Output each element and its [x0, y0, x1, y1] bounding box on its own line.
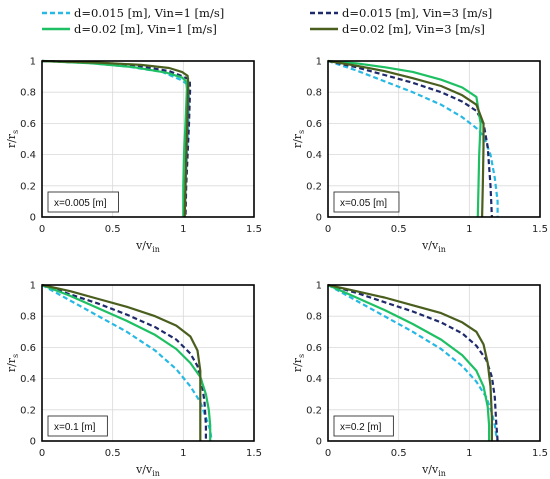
legend-item: d=0.02 [m], Vin=3 [m/s] [310, 22, 485, 36]
series-line-4 [327, 59, 485, 218]
y-tick-label: 0.6 [306, 343, 322, 354]
y-axis-label: r/rs [5, 354, 20, 372]
annotation-box [47, 415, 108, 437]
y-tick-label: 0.8 [20, 312, 36, 323]
position-annotation: x=0.1 [m] [47, 415, 108, 437]
y-tick-label: 0.4 [20, 374, 36, 385]
x-tick-label: 1 [466, 224, 472, 235]
y-tick-label: 0.6 [20, 343, 36, 354]
y-tick-label: 0 [316, 437, 322, 448]
y-tick-label: 0.8 [20, 88, 36, 99]
x-tick-label: 1.5 [532, 448, 548, 459]
series-line-1 [327, 59, 499, 217]
annotation-box [333, 415, 394, 437]
annotation-label: x=0.05 [m] [340, 198, 387, 209]
legend-item: d=0.02 [m], Vin=1 [m/s] [42, 22, 217, 36]
x-tick-label: 0.5 [105, 448, 121, 459]
x-tick-label: 0 [325, 448, 331, 459]
series-line-4 [41, 283, 202, 441]
x-tick-label: 0 [39, 224, 45, 235]
legend: d=0.015 [m], Vin=1 [m/s] d=0.015 [m], Vin… [42, 6, 492, 36]
annotation-label: x=0.005 [m] [54, 198, 107, 209]
position-annotation: x=0.05 [m] [333, 191, 400, 213]
x-axis-label: v/vin [421, 239, 446, 254]
y-tick-label: 0 [30, 437, 36, 448]
x-tick-label: 1 [180, 224, 186, 235]
series-line-1 [327, 284, 499, 442]
x-tick-label: 1.5 [532, 224, 548, 235]
series-line-3 [327, 283, 491, 441]
legend-label: d=0.02 [m], Vin=3 [m/s] [342, 22, 485, 36]
y-tick-label: 1 [316, 57, 322, 68]
chart-panel-3: 0 0.5 1 1.5 0 0.2 0.4 0.6 0.8 1 v/vin r/rs x=0.1 [m] [5, 281, 262, 479]
x-axis-label: v/vin [421, 463, 446, 478]
annotation-box [333, 191, 400, 213]
y-tick-label: 0 [316, 213, 322, 224]
y-axis-label: r/rs [5, 130, 20, 148]
annotation-label: x=0.2 [m] [340, 422, 382, 433]
y-tick-label: 0 [30, 213, 36, 224]
y-tick-label: 1 [316, 281, 322, 292]
plot-frame [327, 60, 541, 218]
series-line-4 [327, 283, 493, 441]
series-line-3 [41, 59, 188, 217]
series-line-1 [41, 284, 213, 442]
chart-panel-1: 0 0.5 1 1.5 0 0.2 0.4 0.6 0.8 1 v/vin r/rs x=0.005 [… [5, 57, 262, 255]
series-line-4 [41, 59, 190, 218]
x-tick-label: 1.5 [246, 448, 262, 459]
y-axis-label: r/rs [291, 354, 306, 372]
legend-label: d=0.015 [m], Vin=3 [m/s] [342, 6, 492, 20]
position-annotation: x=0.2 [m] [333, 415, 394, 437]
y-tick-label: 0.8 [306, 312, 322, 323]
plot-frame [327, 284, 541, 442]
y-tick-label: 0.4 [20, 150, 36, 161]
y-tick-label: 0.2 [20, 181, 36, 192]
annotation-box [47, 191, 119, 213]
x-axis-label: v/vin [135, 239, 160, 254]
series-line-3 [327, 59, 482, 218]
y-tick-label: 1 [30, 281, 36, 292]
panels: 0 0.5 1 1.5 0 0.2 0.4 0.6 0.8 1 v/vin r/rs x=0.005 [… [5, 57, 548, 479]
series-line-2 [41, 59, 192, 218]
x-tick-label: 0.5 [391, 448, 407, 459]
y-tick-label: 0.6 [306, 119, 322, 130]
y-tick-label: 1 [30, 57, 36, 68]
plot-frame [41, 60, 255, 218]
x-tick-label: 1.5 [246, 224, 262, 235]
legend-label: d=0.02 [m], Vin=1 [m/s] [74, 22, 217, 36]
x-tick-label: 1 [466, 448, 472, 459]
y-tick-label: 0.2 [306, 405, 322, 416]
x-tick-label: 0.5 [391, 224, 407, 235]
position-annotation: x=0.005 [m] [47, 191, 119, 213]
y-tick-label: 0.4 [306, 374, 322, 385]
y-tick-label: 0.2 [306, 181, 322, 192]
chart-panel-4: 0 0.5 1 1.5 0 0.2 0.4 0.6 0.8 1 v/vin r/rs x=0.2 [m] [291, 281, 548, 479]
y-tick-label: 0.4 [306, 150, 322, 161]
legend-item: d=0.015 [m], Vin=1 [m/s] [42, 6, 224, 20]
x-axis-label: v/vin [135, 463, 160, 478]
series-line-2 [327, 283, 499, 442]
y-tick-label: 0.8 [306, 88, 322, 99]
x-tick-label: 0.5 [105, 224, 121, 235]
x-tick-label: 1 [180, 448, 186, 459]
y-axis-label: r/rs [291, 130, 306, 148]
legend-label: d=0.015 [m], Vin=1 [m/s] [74, 6, 224, 20]
x-tick-label: 0 [325, 224, 331, 235]
plot-frame [41, 284, 255, 442]
y-tick-label: 0.2 [20, 405, 36, 416]
series-line-3 [41, 283, 212, 441]
x-tick-label: 0 [39, 448, 45, 459]
y-tick-label: 0.6 [20, 119, 36, 130]
chart-panel-2: 0 0.5 1 1.5 0 0.2 0.4 0.6 0.8 1 v/vin r/rs x=0.05 [m… [291, 57, 548, 255]
series-line-2 [41, 283, 207, 441]
legend-item: d=0.015 [m], Vin=3 [m/s] [310, 6, 492, 20]
annotation-label: x=0.1 [m] [54, 422, 96, 433]
series-line-2 [327, 59, 493, 218]
